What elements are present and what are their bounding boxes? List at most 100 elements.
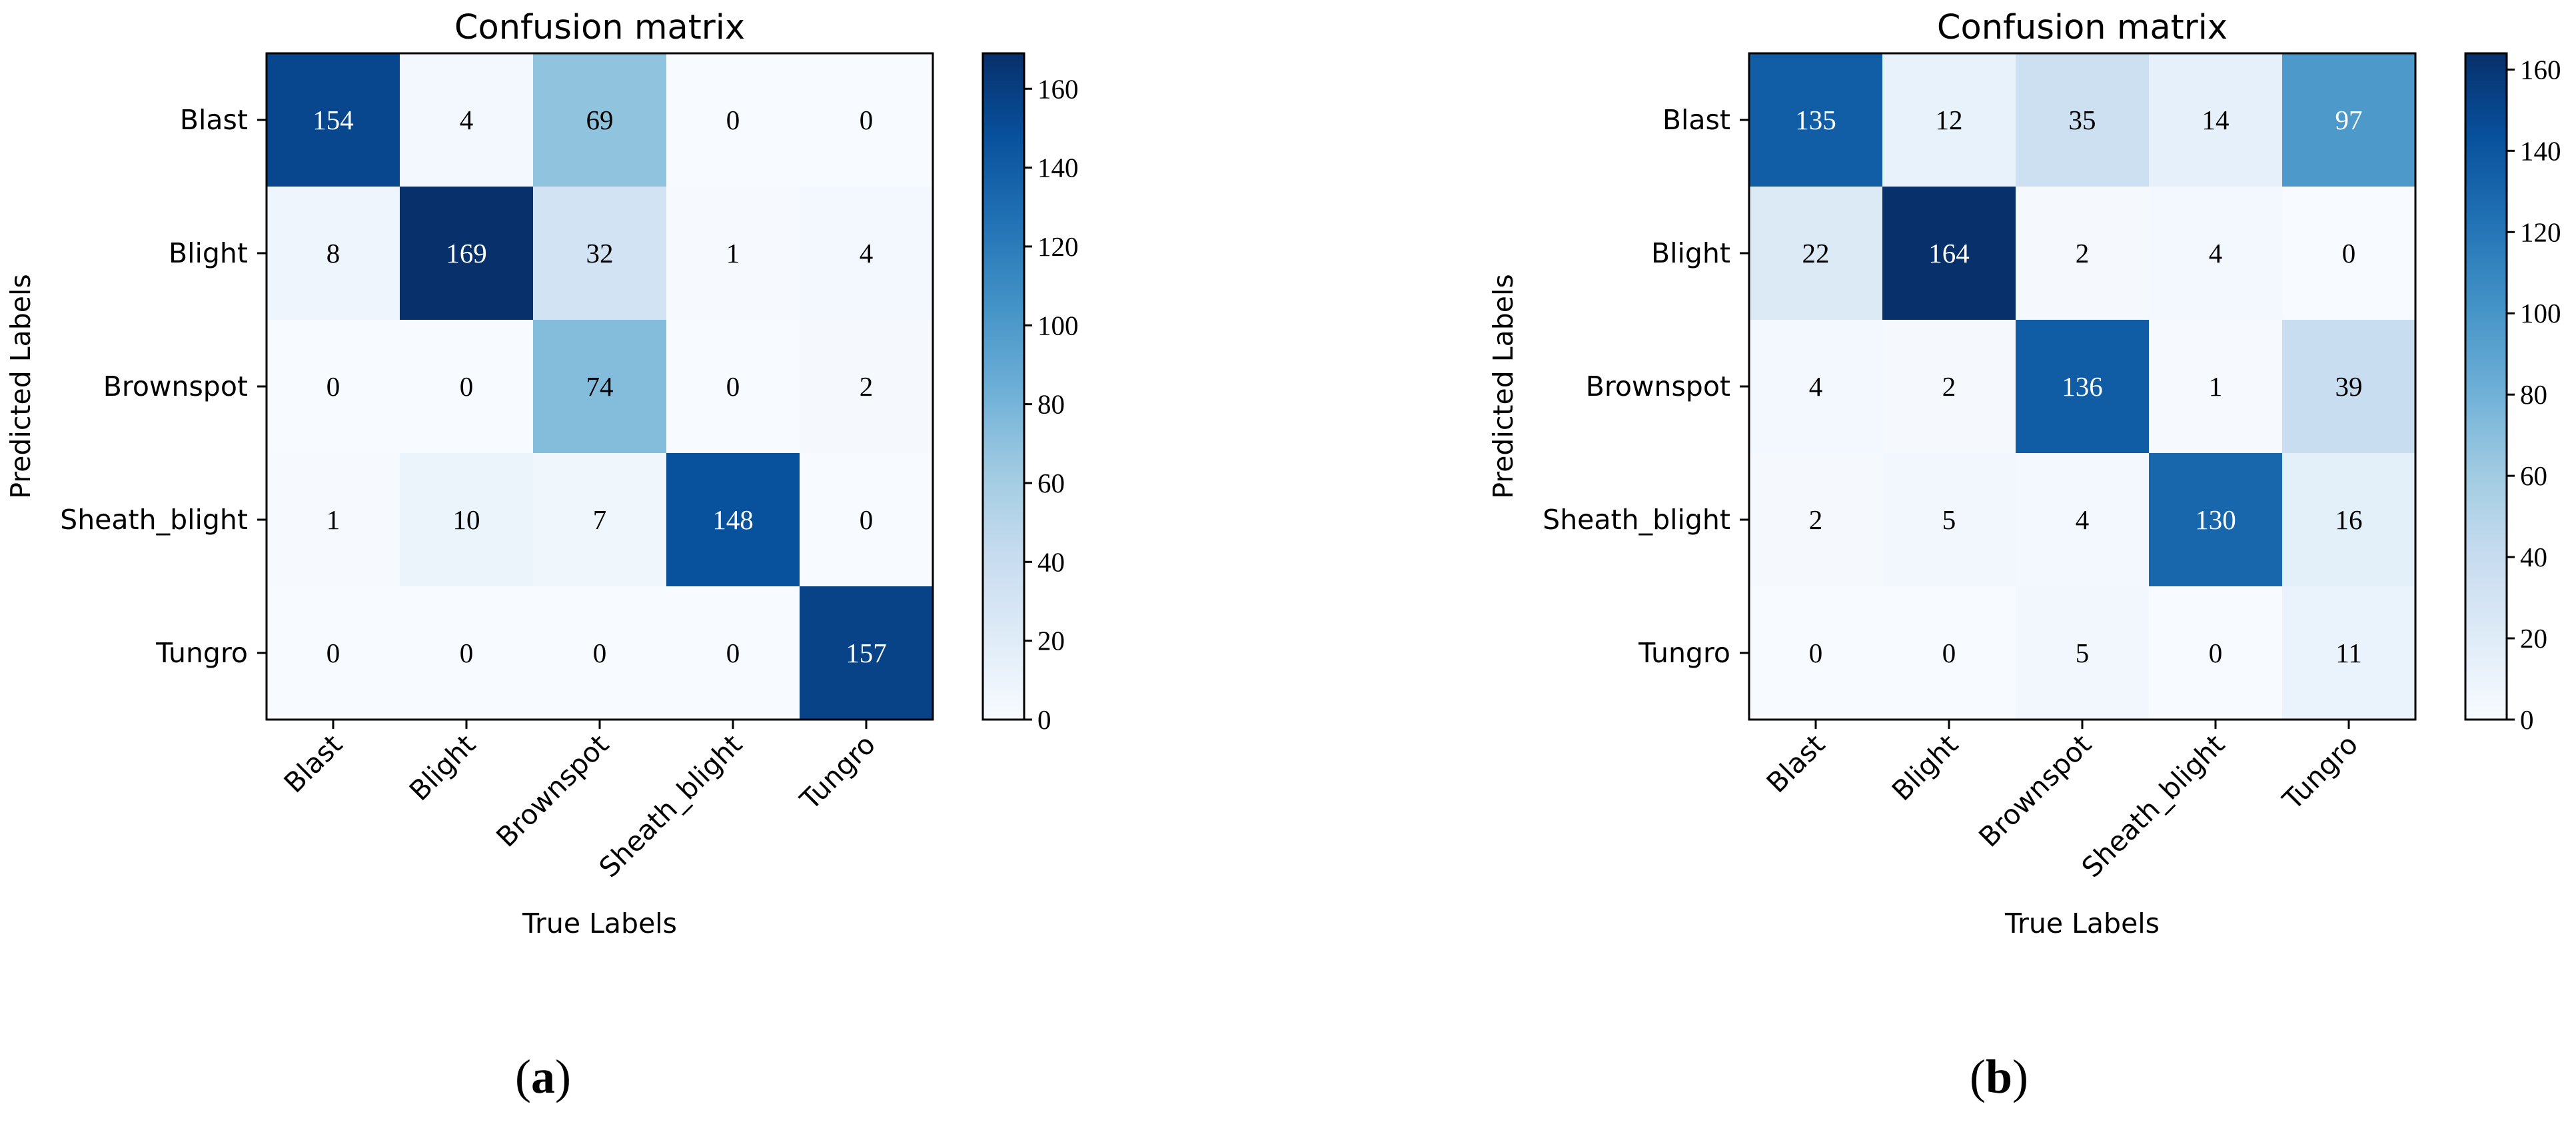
- heatmap-cell: [533, 453, 666, 586]
- heatmap-cell: [533, 187, 666, 320]
- x-tick-label: Blight: [1886, 728, 1964, 807]
- heatmap-cell: [1749, 320, 1882, 453]
- cell-value: 1: [2209, 371, 2223, 402]
- x-tick-label: Tungro: [2276, 728, 2364, 816]
- heatmap-cell: [267, 586, 400, 720]
- heatmap-cell: [2149, 53, 2282, 187]
- heatmap-cell: [1749, 586, 1882, 720]
- cell-value: 14: [2202, 105, 2230, 135]
- cell-value: 0: [2209, 638, 2223, 668]
- heatmap-cell: [1882, 187, 2016, 320]
- cell-value: 136: [2062, 371, 2103, 402]
- heatmap-cell: [2016, 187, 2149, 320]
- x-tick-label: Blast: [278, 728, 348, 799]
- cell-value: 4: [2076, 504, 2090, 535]
- cell-value: 69: [586, 105, 614, 135]
- heatmap-cell: [2149, 586, 2282, 720]
- heatmap-cell: [267, 187, 400, 320]
- cell-value: 0: [326, 371, 340, 402]
- colorbar-tick-label: 160: [2520, 54, 2561, 85]
- y-tick-label: Blast: [180, 104, 248, 136]
- heatmap-cell: [2282, 453, 2415, 586]
- x-tick-label: Brownspot: [490, 728, 616, 853]
- heatmap-cell: [1749, 187, 1882, 320]
- colorbar: [981, 52, 1025, 721]
- heatmap-cell: [1882, 320, 2016, 453]
- cell-value: 130: [2195, 504, 2236, 535]
- cell-value: 74: [586, 371, 614, 402]
- chart-title: Confusion matrix: [454, 8, 745, 47]
- cell-value: 0: [326, 638, 340, 668]
- cell-value: 4: [2209, 238, 2223, 269]
- heatmap-cell: [666, 586, 800, 720]
- heatmap-cell: [2282, 187, 2415, 320]
- heatmap-cell: [533, 320, 666, 453]
- cell-value: 0: [1942, 638, 1956, 668]
- heatmap-cell: [533, 586, 666, 720]
- cell-value: 2: [1942, 371, 1956, 402]
- colorbar-tick-label: 100: [2520, 298, 2561, 328]
- cell-value: 10: [453, 504, 480, 535]
- cell-value: 4: [460, 105, 474, 135]
- x-tick-label: Blight: [403, 728, 482, 807]
- colorbar-tick-label: 100: [1037, 310, 1079, 340]
- colorbar-tick-label: 20: [1037, 626, 1065, 656]
- colorbar-tick-label: 80: [2520, 379, 2547, 410]
- cell-value: 164: [1928, 238, 1970, 269]
- heatmap-cell: [800, 320, 933, 453]
- colorbar-tick-label: 60: [2520, 460, 2547, 491]
- heatmap-cell: [2016, 586, 2149, 720]
- heatmap-cell: [1882, 453, 2016, 586]
- cell-value: 135: [1795, 105, 1836, 135]
- heatmap-cell: [400, 453, 533, 586]
- y-axis-label: Predicted Labels: [5, 274, 37, 498]
- cell-value: 148: [712, 504, 754, 535]
- chart-title: Confusion matrix: [1937, 8, 2228, 47]
- cell-value: 12: [1936, 105, 1963, 135]
- panel-caption: (a): [515, 1050, 571, 1103]
- x-axis-label: True Labels: [2004, 907, 2160, 939]
- cell-value: 4: [860, 238, 874, 269]
- heatmap-cell: [800, 187, 933, 320]
- colorbar-tick-label: 40: [2520, 542, 2547, 572]
- cell-value: 35: [2069, 105, 2096, 135]
- cell-value: 5: [1942, 504, 1956, 535]
- cell-value: 0: [460, 638, 474, 668]
- heatmap-cell: [666, 320, 800, 453]
- x-tick-label: Blast: [1760, 728, 1831, 799]
- cell-value: 157: [846, 638, 887, 668]
- y-tick-label: Blight: [169, 237, 248, 269]
- colorbar-tick-label: 140: [2520, 135, 2561, 166]
- y-tick-label: Sheath_blight: [1543, 504, 1730, 536]
- y-tick-label: Blight: [1651, 237, 1730, 269]
- heatmap-cell: [2282, 586, 2415, 720]
- heatmap-cell: [533, 53, 666, 187]
- colorbar-tick-label: 80: [1037, 389, 1065, 420]
- cell-value: 32: [586, 238, 614, 269]
- heatmap-cell: [400, 187, 533, 320]
- y-tick-label: Brownspot: [1586, 370, 1730, 402]
- heatmap-cell: [267, 320, 400, 453]
- y-tick-label: Blast: [1662, 104, 1730, 136]
- cell-value: 0: [1809, 638, 1823, 668]
- colorbar-tick-label: 40: [1037, 546, 1065, 577]
- heatmap-cell: [2149, 320, 2282, 453]
- heatmap-cell: [666, 53, 800, 187]
- heatmap-cell: [2016, 320, 2149, 453]
- colorbar-tick-label: 120: [1037, 231, 1079, 262]
- heatmap-cell: [800, 586, 933, 720]
- heatmap-cell: [2016, 53, 2149, 187]
- cell-value: 1: [326, 504, 340, 535]
- y-tick-label: Sheath_blight: [60, 504, 248, 536]
- cell-value: 2: [860, 371, 874, 402]
- colorbar-tick-label: 0: [2520, 704, 2534, 735]
- x-tick-label: Brownspot: [1973, 728, 2098, 853]
- cell-value: 0: [860, 105, 874, 135]
- x-axis-label: True Labels: [522, 907, 677, 939]
- heatmap-cell: [800, 453, 933, 586]
- x-tick-label: Sheath_blight: [2076, 728, 2231, 883]
- cell-value: 1: [726, 238, 740, 269]
- cell-value: 2: [2076, 238, 2090, 269]
